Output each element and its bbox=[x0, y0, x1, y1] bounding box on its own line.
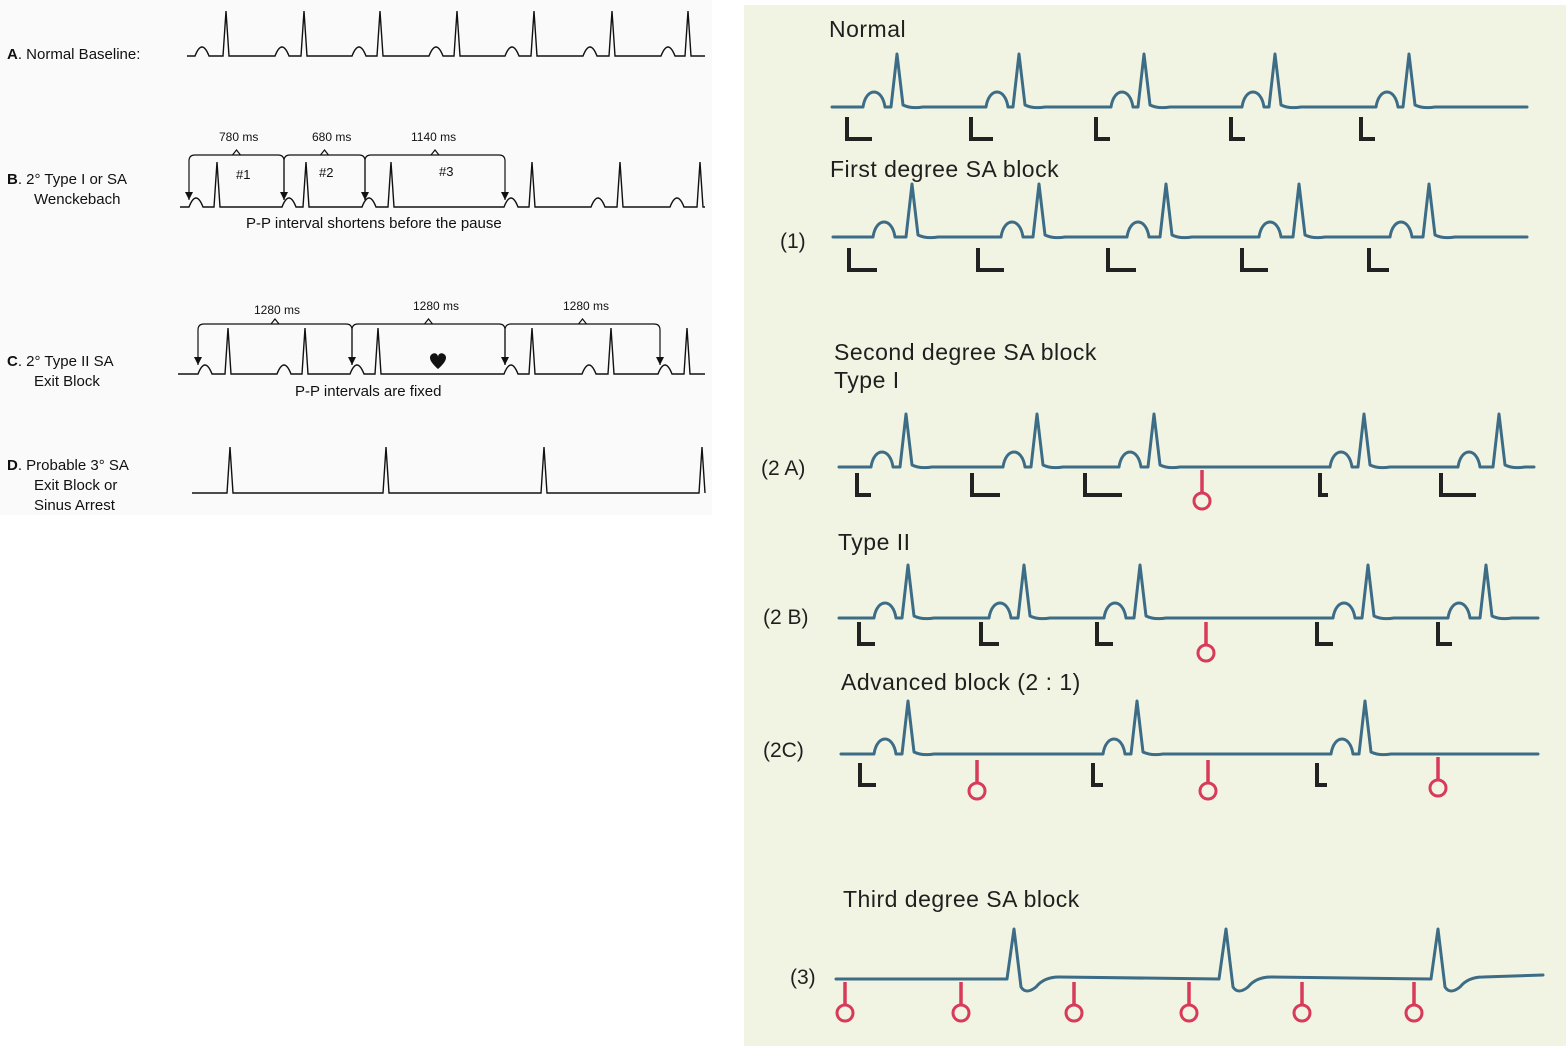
bracket-c-1 bbox=[197, 323, 353, 365]
sa-blocked-pin-3-3-head bbox=[1064, 1003, 1084, 1023]
strip-d-probable-3rd-degree bbox=[192, 446, 706, 494]
bracket-c-2-peak bbox=[424, 318, 433, 325]
right-ecg-diagrams bbox=[830, 52, 1545, 1023]
label-1: (1) bbox=[780, 230, 806, 253]
pacer-mark-normal-2 bbox=[969, 117, 993, 141]
label-d-line2: Exit Block or bbox=[34, 477, 118, 494]
pacer-mark-2b-1 bbox=[857, 622, 875, 646]
bracket-b-1 bbox=[188, 154, 285, 200]
interval-b-3: 1140 ms bbox=[411, 130, 457, 144]
title-second-degree: Second degree SA block bbox=[834, 339, 1097, 365]
interval-c-1: 1280 ms bbox=[254, 303, 301, 317]
label-d: D. Probable 3° SA bbox=[7, 457, 129, 474]
trace-2b-type-2 bbox=[837, 563, 1540, 621]
label-2a: (2 A) bbox=[761, 457, 806, 480]
title-third-degree: Third degree SA block bbox=[843, 886, 1080, 912]
interval-b-2: 680 ms bbox=[312, 130, 352, 144]
pacer-mark-2a-1 bbox=[855, 473, 871, 497]
pacer-mark-first-degree-2 bbox=[976, 248, 1004, 272]
title-first-degree: First degree SA block bbox=[830, 156, 1060, 182]
interval-c-2: 1280 ms bbox=[413, 299, 460, 313]
left-figure-panel: A. Normal Baseline: B. 2° Type I or SA W… bbox=[0, 0, 712, 515]
pacer-mark-2a-5 bbox=[1439, 473, 1476, 497]
bracket-c-1-peak bbox=[270, 318, 280, 325]
pacer-mark-2a-3 bbox=[1083, 473, 1122, 497]
pacer-mark-first-degree-5 bbox=[1367, 248, 1389, 272]
label-3: (3) bbox=[790, 966, 816, 989]
pacer-mark-normal-1 bbox=[845, 117, 872, 141]
note-c: P-P intervals are fixed bbox=[295, 383, 442, 400]
pacer-mark-2b-5 bbox=[1436, 622, 1452, 646]
bracket-b-3 bbox=[364, 154, 506, 200]
label-c: C. 2° Type II SA bbox=[7, 353, 114, 370]
left-ecg-diagrams bbox=[178, 10, 706, 494]
bracket-b-2-peak bbox=[320, 149, 329, 156]
label-a: A. Normal Baseline: bbox=[7, 46, 141, 63]
pacer-mark-first-degree-4 bbox=[1240, 248, 1268, 272]
sa-blocked-pin-2c-2-head bbox=[1198, 781, 1218, 801]
marker-b-3: #3 bbox=[439, 164, 454, 179]
label-b: B. 2° Type I or SA bbox=[7, 171, 127, 188]
pacer-mark-2c-1 bbox=[858, 763, 876, 787]
label-d-line3: Sinus Arrest bbox=[34, 497, 115, 514]
pacer-mark-2b-4 bbox=[1315, 622, 1333, 646]
bracket-c-3-arrow-right bbox=[656, 357, 664, 365]
bracket-c-1-arrow-left bbox=[194, 357, 202, 365]
interval-b-1: 780 ms bbox=[219, 130, 259, 144]
bracket-c-3 bbox=[504, 323, 661, 365]
trace-2c-advanced bbox=[839, 699, 1540, 757]
bracket-b-1-arrow-left bbox=[185, 192, 193, 200]
interval-c-3: 1280 ms bbox=[563, 299, 610, 313]
pacer-mark-normal-4 bbox=[1229, 117, 1245, 141]
title-type-2: Type II bbox=[838, 529, 911, 555]
heart-icon bbox=[430, 353, 446, 369]
pacer-mark-2a-4 bbox=[1318, 473, 1328, 497]
sa-blocked-pin-2c-1-head bbox=[967, 781, 987, 801]
sa-blocked-pin-2a-head bbox=[1192, 491, 1212, 511]
bracket-c-2 bbox=[351, 323, 506, 365]
pacer-mark-2a-2 bbox=[970, 473, 1000, 497]
bracket-c-3-peak bbox=[578, 318, 587, 325]
title-normal: Normal bbox=[829, 16, 907, 42]
pacer-mark-2c-2 bbox=[1091, 763, 1103, 787]
sa-blocked-pin-3-5-head bbox=[1292, 1003, 1312, 1023]
sa-blocked-pin-3-2-head bbox=[951, 1003, 971, 1023]
bracket-b-3-peak bbox=[430, 149, 440, 156]
trace-third-degree bbox=[834, 927, 1545, 993]
marker-b-1: #1 bbox=[236, 167, 251, 182]
marker-b-2: #2 bbox=[319, 165, 334, 180]
pacer-mark-normal-5 bbox=[1359, 117, 1375, 141]
pacer-mark-first-degree-1 bbox=[847, 248, 877, 272]
label-2c: (2C) bbox=[763, 739, 804, 762]
sa-blocked-pin-2c-3-head bbox=[1428, 778, 1448, 798]
label-2b: (2 B) bbox=[763, 606, 809, 629]
sa-blocked-pin-3-4-head bbox=[1179, 1003, 1199, 1023]
pacer-mark-2b-2 bbox=[979, 622, 999, 646]
right-figure-panel: Normal First degree SA block (1) Second … bbox=[744, 5, 1566, 1046]
title-advanced-block: Advanced block (2 : 1) bbox=[841, 669, 1081, 695]
strip-a-normal-baseline bbox=[187, 10, 705, 57]
strip-c-type2-exit-block bbox=[178, 327, 705, 375]
bracket-b-2 bbox=[283, 154, 366, 200]
note-b: P-P interval shortens before the pause bbox=[246, 215, 502, 232]
strip-b-wenckebach bbox=[180, 161, 705, 208]
title-type-1: Type I bbox=[834, 367, 900, 393]
sa-blocked-pin-3-1-head bbox=[835, 1003, 855, 1023]
label-b-line2: Wenckebach bbox=[34, 191, 121, 208]
trace-2a-type-1 bbox=[837, 412, 1536, 470]
bracket-b-3-arrow-right bbox=[501, 192, 509, 200]
trace-first-degree bbox=[831, 182, 1529, 240]
pacer-mark-2c-3 bbox=[1315, 763, 1327, 787]
sa-blocked-pin-2b-head bbox=[1196, 643, 1216, 663]
trace-normal bbox=[830, 52, 1529, 110]
sa-blocked-pin-3-6-head bbox=[1404, 1003, 1424, 1023]
label-c-line2: Exit Block bbox=[34, 373, 100, 390]
pacer-mark-2b-3 bbox=[1095, 622, 1113, 646]
bracket-b-1-peak bbox=[232, 149, 241, 156]
pacer-mark-normal-3 bbox=[1094, 117, 1110, 141]
pacer-mark-first-degree-3 bbox=[1106, 248, 1136, 272]
